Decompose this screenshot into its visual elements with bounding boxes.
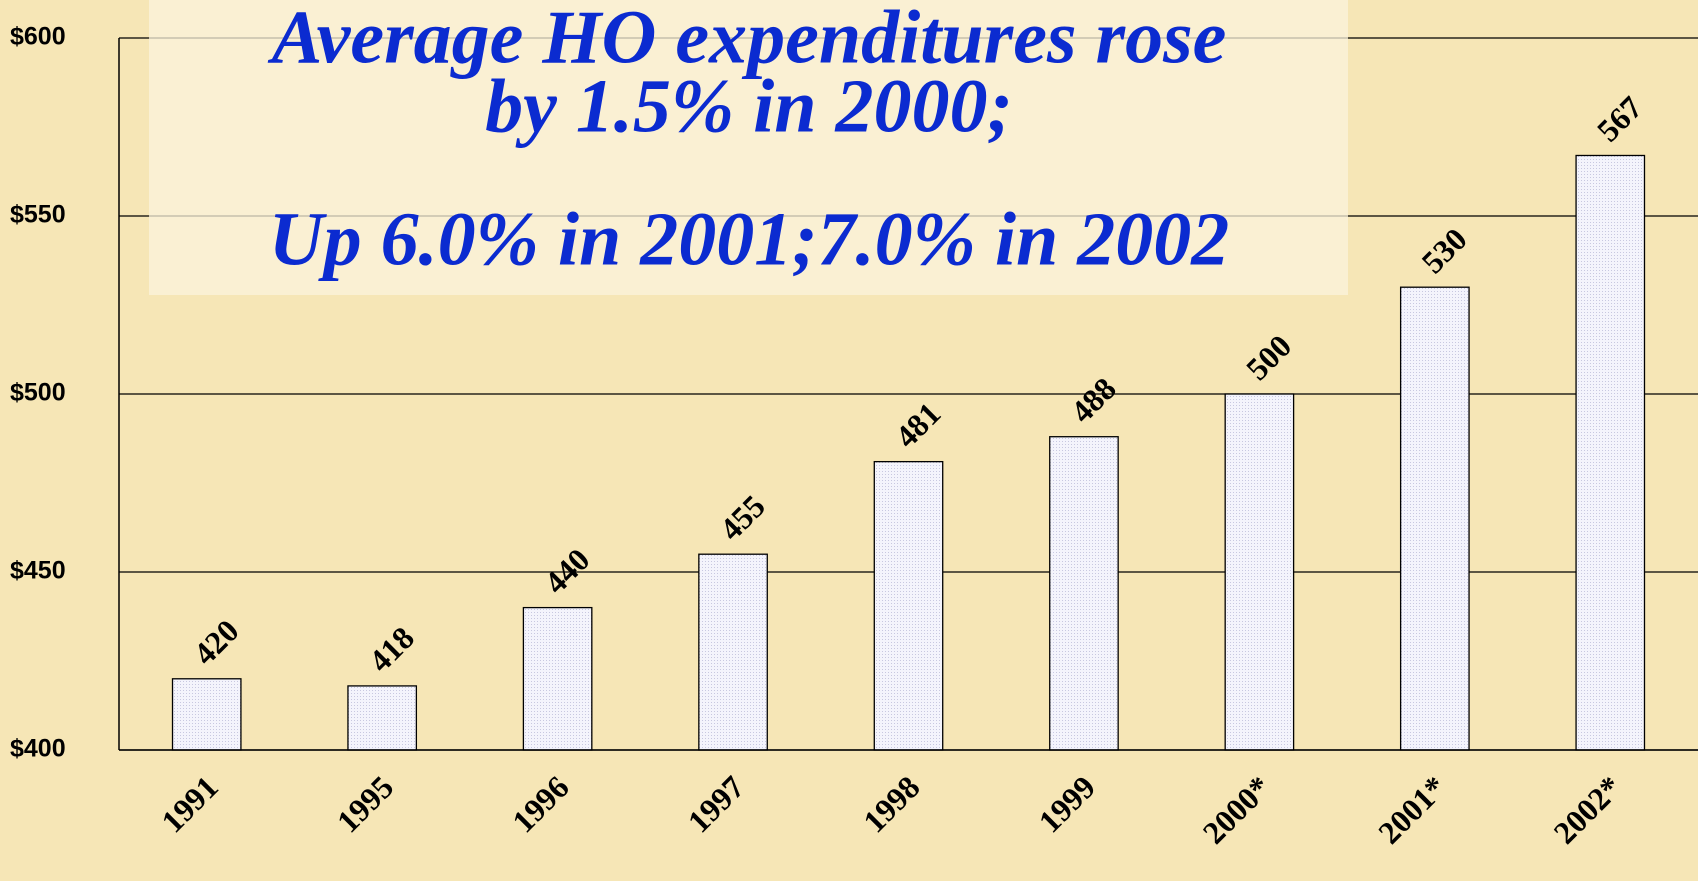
- x-tick-label: 2000*: [1196, 769, 1278, 851]
- chart-title: Up 6.0% in 2001;7.0% in 2002: [269, 197, 1230, 281]
- y-tick-label: $550: [10, 201, 66, 229]
- x-tick-label: 1998: [856, 769, 927, 840]
- x-tick-label: 2002*: [1546, 769, 1628, 851]
- y-tick-label: $450: [10, 557, 66, 585]
- value-label: 481: [888, 395, 947, 454]
- bar: [1049, 436, 1119, 751]
- bar: [873, 460, 944, 751]
- bar: [1399, 286, 1470, 751]
- x-tick-label: 1997: [680, 769, 751, 840]
- title-box: [149, 0, 1348, 295]
- y-tick-label: $400: [10, 735, 66, 763]
- y-tick-label: $600: [10, 23, 66, 51]
- value-label: 567: [1590, 89, 1649, 148]
- value-label: 420: [186, 612, 245, 671]
- value-label: 418: [362, 619, 421, 678]
- chart-title: by 1.5% in 2000;: [485, 64, 1013, 148]
- x-tick-label: 1996: [505, 769, 576, 840]
- value-label: 488: [1063, 370, 1122, 429]
- x-tick-label: 1991: [154, 769, 225, 840]
- value-label: 440: [537, 541, 596, 600]
- bar: [698, 553, 768, 751]
- value-label: 455: [713, 488, 772, 547]
- bar: [1224, 393, 1295, 751]
- x-tick-label: 2001*: [1371, 769, 1453, 851]
- value-label: 530: [1414, 221, 1473, 280]
- value-label: 500: [1239, 328, 1298, 387]
- y-tick-label: $500: [10, 379, 66, 407]
- bar: [1575, 154, 1646, 751]
- bar: [522, 606, 593, 751]
- bar: [347, 685, 418, 751]
- bar: [171, 678, 242, 751]
- x-tick-label: 1999: [1031, 769, 1102, 840]
- chart-title: Average HO expenditures rose: [268, 0, 1227, 79]
- x-tick-label: 1995: [330, 769, 401, 840]
